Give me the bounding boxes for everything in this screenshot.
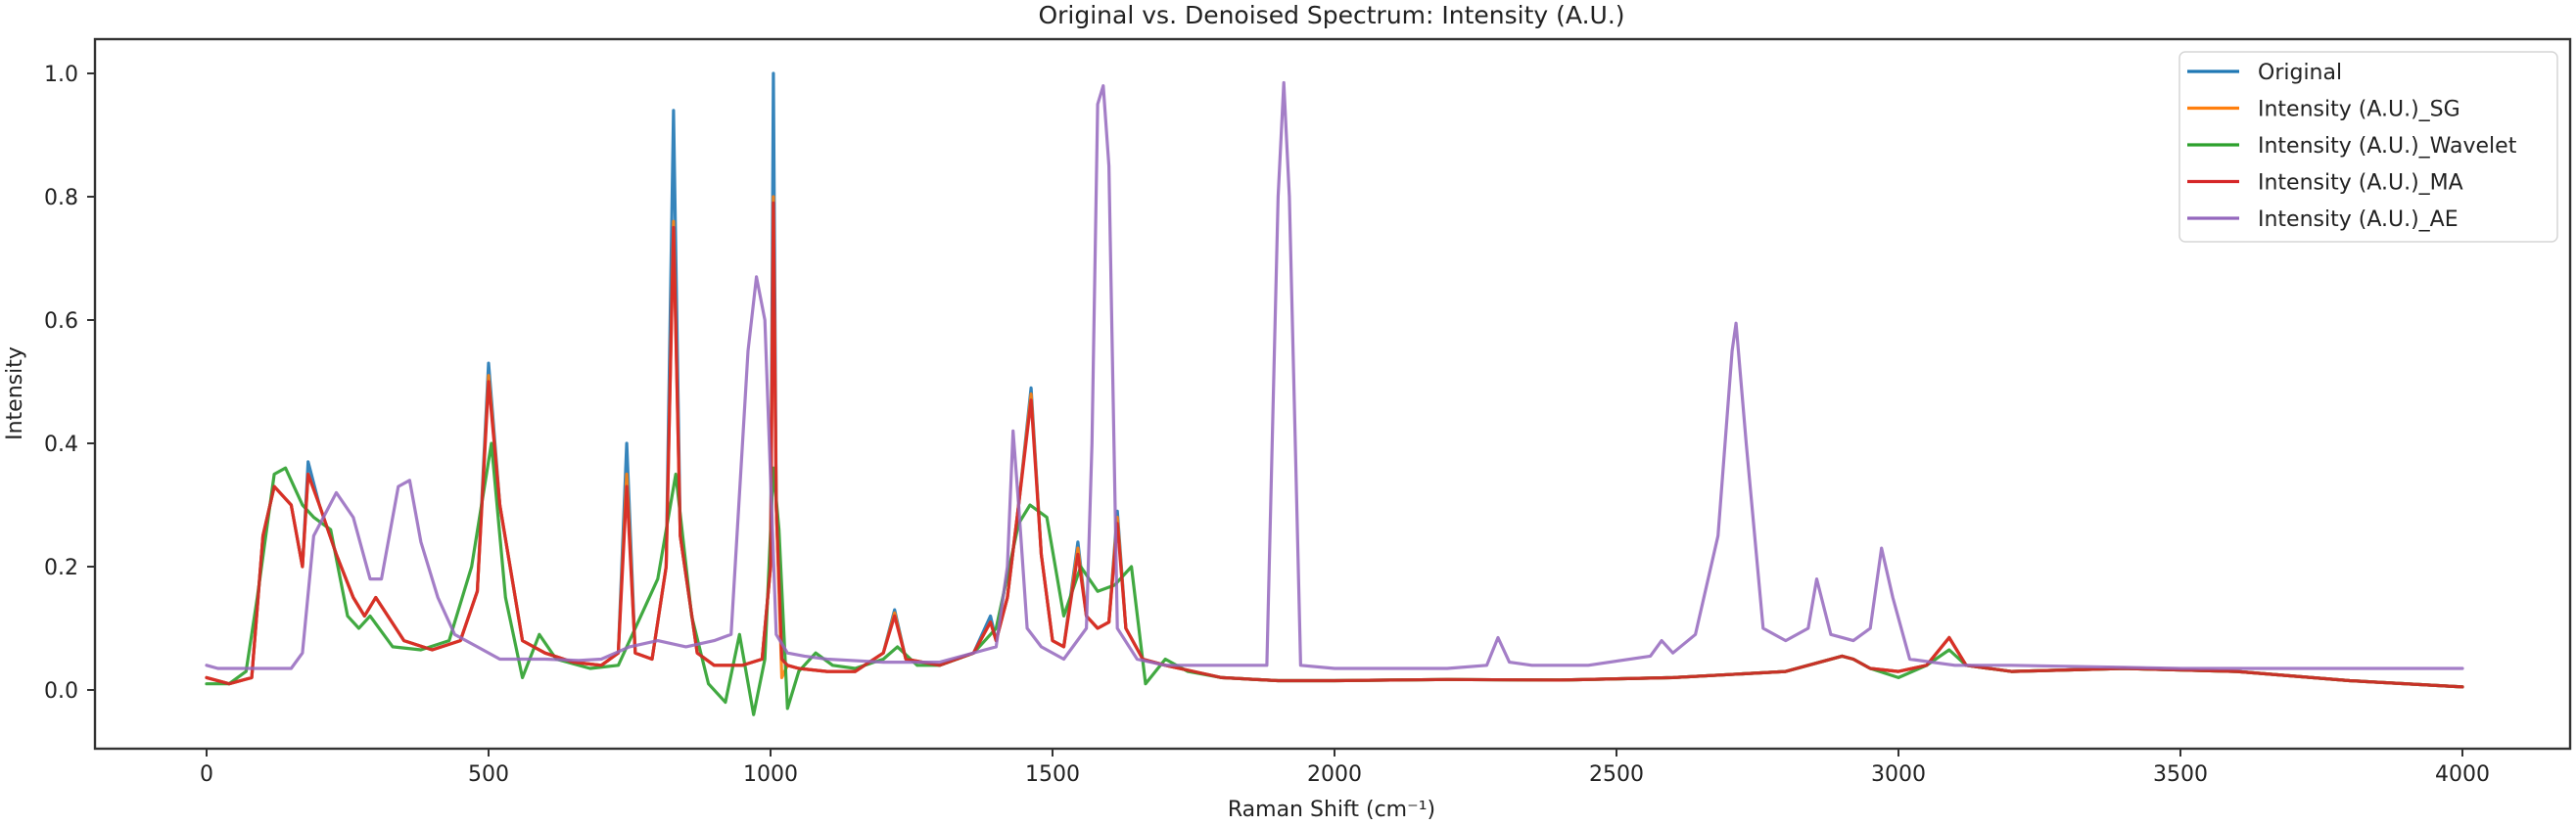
plot-frame [93,37,2572,751]
y-axis: 0.0 0.2 0.4 0.6 0.8 1.0 [44,63,95,704]
series-line-0 [205,71,2464,689]
y-tick-label: 1.0 [44,63,78,87]
legend-label: Intensity (A.U.)_MA [2258,171,2463,196]
legend-item: Intensity (A.U.)_MA [2187,171,2463,196]
y-axis-label: Intensity [3,346,27,440]
series-line-3 [205,201,2464,689]
y-tick-label: 0.4 [44,433,78,457]
y-tick-label: 0.0 [44,679,78,704]
series-line-2 [205,441,2464,716]
x-tick-label: 1000 [743,762,798,787]
legend-item: Intensity (A.U.)_Wavelet [2187,134,2517,159]
legend-item: Original [2187,61,2342,85]
chart-title: Original vs. Denoised Spectrum: Intensit… [1038,1,1624,29]
x-tick-label: 2000 [1307,762,1362,787]
x-tick-label: 4000 [2435,762,2490,787]
legend-item: Intensity (A.U.)_AE [2187,207,2459,232]
x-axis: 0 500 1000 1500 2000 2500 3000 3500 4000 [200,749,2490,787]
x-tick-label: 3500 [2153,762,2208,787]
legend-item: Intensity (A.U.)_SG [2187,98,2460,122]
series-layer [205,71,2464,716]
legend-label: Intensity (A.U.)_Wavelet [2258,134,2517,159]
y-tick-label: 0.6 [44,309,78,334]
legend-label: Intensity (A.U.)_AE [2258,207,2459,232]
x-axis-label: Raman Shift (cm⁻¹) [1228,798,1435,822]
x-tick-label: 1500 [1025,762,1080,787]
y-tick-label: 0.2 [44,556,78,580]
series-line-4 [205,80,2464,670]
legend-box [2178,51,2558,243]
y-tick-label: 0.8 [44,186,78,210]
x-tick-label: 0 [200,762,213,787]
legend-label: Intensity (A.U.)_SG [2258,98,2460,122]
x-tick-label: 500 [468,762,509,787]
x-tick-label: 3000 [1871,762,1926,787]
series-line-1 [205,195,2464,689]
legend: Original Intensity (A.U.)_SG Intensity (A.… [2178,51,2558,243]
x-tick-label: 2500 [1589,762,1644,787]
legend-label: Original [2258,61,2342,85]
